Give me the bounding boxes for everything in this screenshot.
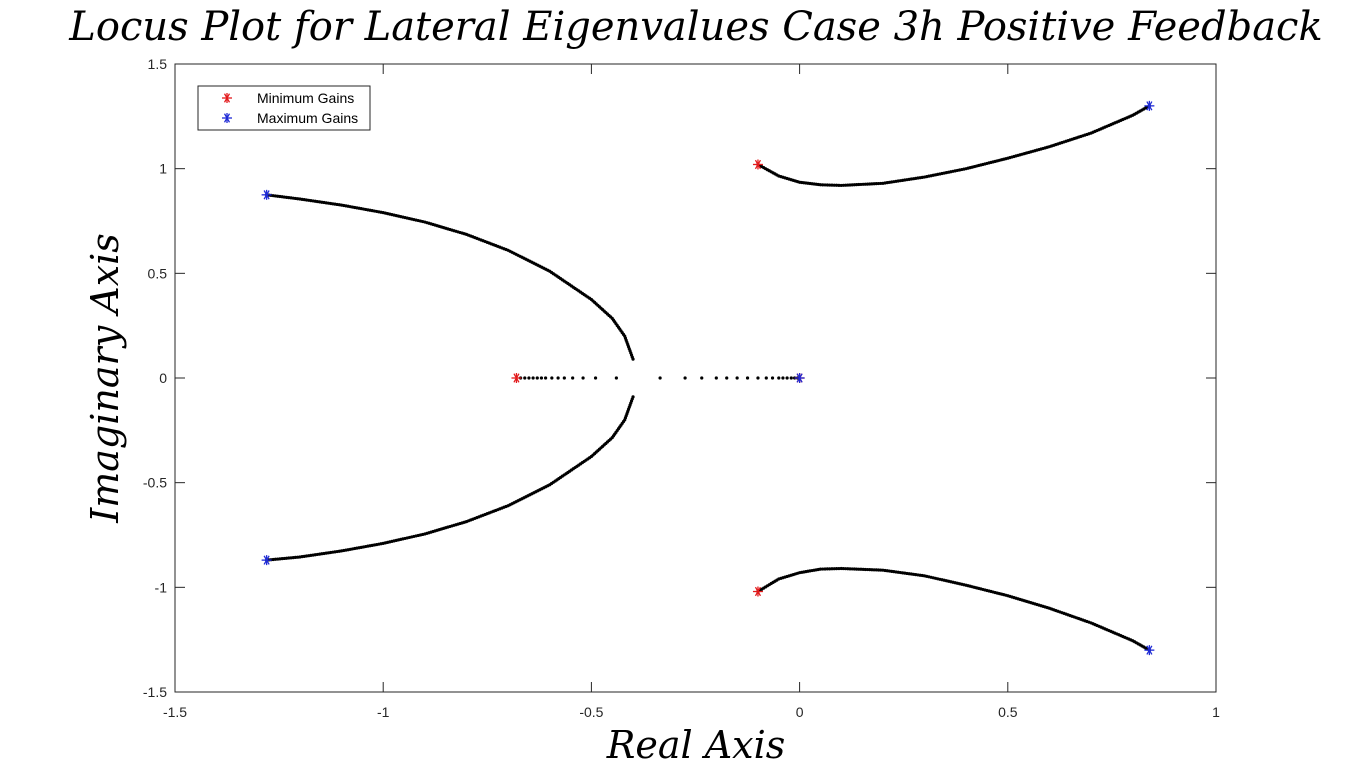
locus-point [823, 183, 827, 187]
y-axis-title: Imaginary Axis [83, 233, 127, 524]
legend-marker [222, 113, 232, 123]
y-tick-label: 1 [159, 161, 167, 177]
locus-point [571, 376, 575, 380]
maximum-gains-marker [1144, 100, 1155, 111]
locus-point [828, 567, 832, 571]
minimum-gains-marker [511, 373, 522, 383]
legend-label: Minimum Gains [257, 90, 354, 106]
locus-point [835, 183, 839, 187]
x-tick-label: -1 [377, 704, 390, 720]
locus-point [700, 376, 704, 380]
minimum-gains-marker [752, 159, 763, 170]
locus-point [781, 376, 785, 380]
locus-point [756, 376, 760, 380]
locus-point [562, 376, 566, 380]
y-tick-label: -0.5 [143, 475, 167, 491]
x-tick-label: 0 [796, 704, 804, 720]
legend: Minimum Gains Maximum Gains [197, 85, 371, 131]
locus-point [714, 376, 718, 380]
locus-point [614, 376, 618, 380]
x-tick-label: -1.5 [163, 704, 187, 720]
locus-point [527, 376, 531, 380]
locus-point [658, 376, 662, 380]
locus-point [818, 183, 823, 187]
x-axis-title: Real Axis [606, 723, 786, 767]
locus-point [770, 376, 775, 380]
locus-point [832, 567, 836, 571]
locus-point [830, 183, 834, 187]
tick-marks [174, 63, 1217, 693]
locus-point [543, 376, 548, 380]
locus-point [745, 376, 750, 380]
locus-point [581, 376, 585, 380]
locus-point [531, 376, 535, 380]
locus-point [785, 376, 789, 380]
maximum-gains-marker [261, 189, 272, 200]
locus-point [764, 376, 768, 380]
locus-point [789, 376, 793, 380]
locus-point [823, 567, 827, 571]
minimum-gains-marker [752, 586, 763, 597]
locus-point [821, 183, 825, 187]
legend-marker [222, 93, 232, 103]
x-tick-label: 0.5 [998, 704, 1018, 720]
maximum-gains-marker [261, 555, 272, 566]
locus-point [683, 376, 687, 380]
y-tick-labels: 1.5 1 0.5 0 -0.5 -1 -1.5 [143, 56, 167, 700]
gain-markers [261, 100, 1155, 656]
locus-point [725, 376, 729, 380]
locus-point [593, 376, 598, 380]
locus-point [556, 376, 560, 380]
locus-point [539, 376, 544, 380]
locus-point [837, 566, 841, 571]
locus-point [535, 376, 539, 380]
locus-point [830, 567, 834, 571]
chart-title: Locus Plot for Lateral Eigenvalues Case … [68, 4, 1322, 50]
locus-point [835, 567, 839, 571]
plot-area [174, 63, 1217, 693]
locus-point [825, 567, 829, 571]
x-tick-label: -0.5 [579, 704, 603, 720]
locus-point [735, 376, 739, 380]
y-tick-label: 0.5 [148, 265, 168, 281]
y-tick-label: -1 [155, 579, 168, 595]
y-tick-label: -1.5 [143, 684, 167, 700]
locus-point [523, 376, 527, 380]
maximum-gains-marker [1144, 645, 1155, 656]
y-tick-label: 1.5 [148, 56, 168, 72]
legend-label: Maximum Gains [257, 110, 358, 126]
x-tick-labels: -1.5 -1 -0.5 0 0.5 1 [163, 704, 1220, 720]
locus-point [825, 183, 829, 187]
locus-point [832, 183, 836, 187]
locus-point [818, 567, 823, 571]
x-tick-label: 1 [1212, 704, 1220, 720]
y-tick-label: 0 [159, 370, 167, 386]
locus-point [550, 376, 554, 380]
locus-points [265, 104, 1151, 652]
locus-point [631, 357, 635, 361]
locus-point [821, 567, 825, 571]
locus-point [837, 183, 841, 187]
maximum-gains-marker [794, 373, 805, 383]
locus-point [777, 376, 781, 380]
locus-point [828, 183, 832, 187]
